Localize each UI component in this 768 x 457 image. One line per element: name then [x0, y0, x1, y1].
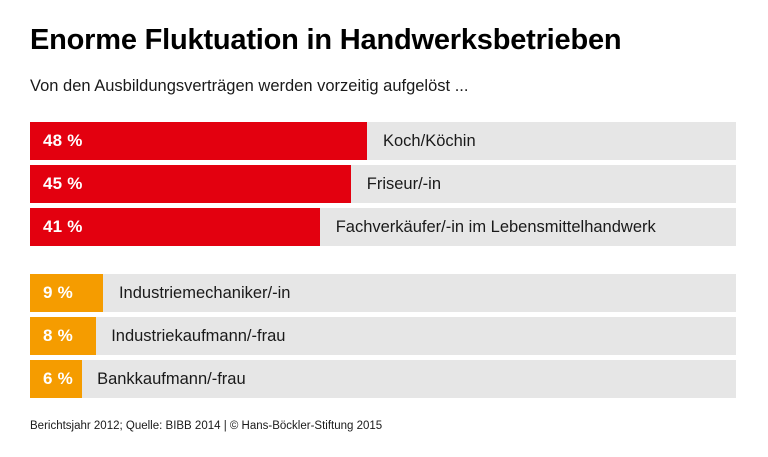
bar-value-bankkaufmann: 6 %	[43, 369, 73, 388]
table-row: 8 % Industriekaufmann/-frau	[30, 317, 736, 355]
bar-fill-fachverkaeufer	[30, 208, 321, 246]
bar-value-fachverkaeufer: 41 %	[43, 217, 83, 236]
bar-label-industriemechaniker: Industriemechaniker/-in	[118, 284, 291, 302]
bar-group-high: 48 % Koch/Köchin 45 % Friseur/-in 41 % F…	[30, 122, 736, 246]
table-row: 9 % Industriemechaniker/-in	[30, 274, 736, 312]
bar-fill-industriekaufmann	[30, 317, 96, 355]
source-note: Berichtsjahr 2012; Quelle: BIBB 2014 | ©…	[30, 420, 383, 432]
table-row: 6 % Bankkaufmann/-frau	[30, 360, 736, 398]
bar-value-industriekaufmann: 8 %	[43, 326, 73, 345]
bar-label-fachverkaeufer: Fachverkäufer/-in im Lebensmittelhandwer…	[335, 218, 656, 236]
bar-label-koch: Koch/Köchin	[383, 132, 476, 150]
group-separator	[30, 246, 736, 274]
table-row: 41 % Fachverkäufer/-in im Lebensmittelha…	[30, 208, 736, 246]
bar-value-industriemechaniker: 9 %	[43, 283, 73, 302]
bar-fill-bankkaufmann	[30, 360, 83, 398]
bar-chart: 48 % Koch/Köchin 45 % Friseur/-in 41 % F…	[30, 122, 736, 398]
bar-fill-industriemechaniker	[30, 274, 104, 312]
bar-fill-friseur	[30, 165, 352, 203]
subtitle: Von den Ausbildungsverträgen werden vorz…	[30, 77, 469, 95]
bar-group-low: 9 % Industriemechaniker/-in 8 % Industri…	[30, 274, 736, 398]
table-row: 48 % Koch/Köchin	[30, 122, 736, 160]
bar-value-koch: 48 %	[43, 131, 83, 150]
page-title: Enorme Fluktuation in Handwerksbetrieben	[30, 24, 622, 56]
table-row: 45 % Friseur/-in	[30, 165, 736, 203]
bar-label-bankkaufmann: Bankkaufmann/-frau	[97, 370, 246, 388]
bar-label-friseur: Friseur/-in	[366, 175, 442, 193]
bar-label-industriekaufmann: Industriekaufmann/-frau	[111, 327, 286, 345]
bar-value-friseur: 45 %	[43, 174, 83, 193]
bar-fill-koch	[30, 122, 367, 160]
